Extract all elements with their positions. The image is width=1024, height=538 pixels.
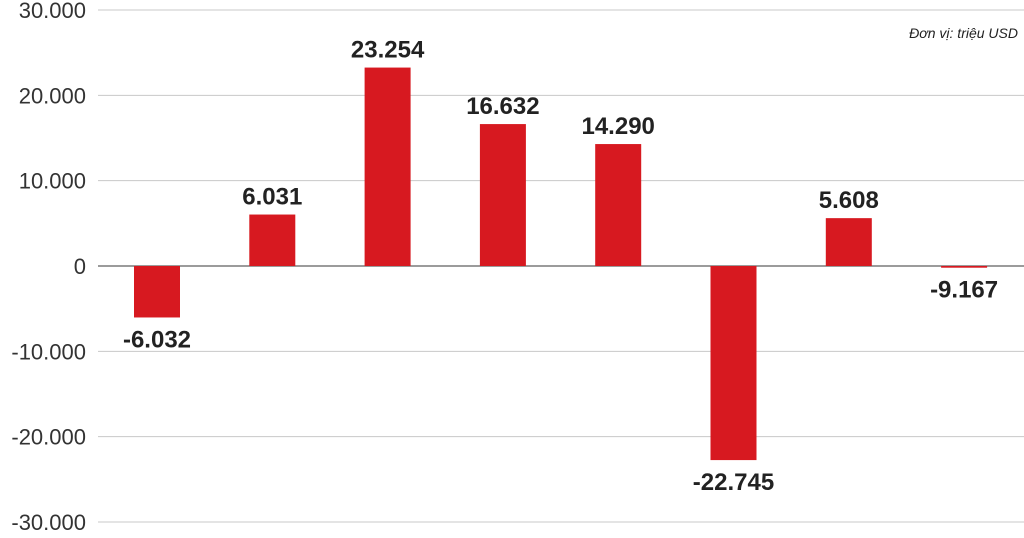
bar (479, 124, 526, 266)
bar (134, 266, 180, 318)
bar (710, 266, 757, 461)
bars (134, 67, 988, 461)
y-tick-label: -10.000 (11, 339, 86, 364)
bar (595, 144, 642, 266)
bar (941, 266, 988, 268)
data-label: -6.032 (123, 326, 191, 353)
grid-lines (98, 9, 1024, 523)
bar (825, 218, 872, 266)
data-label: 23.254 (351, 37, 425, 64)
y-tick-label: 10.000 (19, 169, 86, 194)
y-tick-label: 20.000 (19, 83, 86, 108)
y-axis-ticks: 30.000 20.000 10.000 0 -10.000 -20.000 -30.000 (11, 0, 86, 535)
data-label: 5.608 (819, 187, 879, 214)
data-label: 14.290 (581, 113, 654, 140)
y-tick-label: 0 (74, 254, 86, 279)
y-tick-label: -20.000 (11, 425, 86, 450)
data-label: -9.167 (930, 277, 998, 304)
bar (249, 214, 296, 266)
y-tick-label: 30.000 (19, 0, 86, 23)
data-label: 6.031 (242, 184, 302, 211)
y-tick-label: -30.000 (11, 510, 86, 535)
data-label: 16.632 (466, 93, 539, 120)
unit-note: Đơn vị: triệu USD (909, 25, 1018, 41)
data-label: -22.745 (693, 469, 774, 496)
bar (364, 67, 411, 267)
data-labels: -6.032 6.031 23.254 16.632 14.290 -22.745 5.60… (123, 37, 998, 497)
